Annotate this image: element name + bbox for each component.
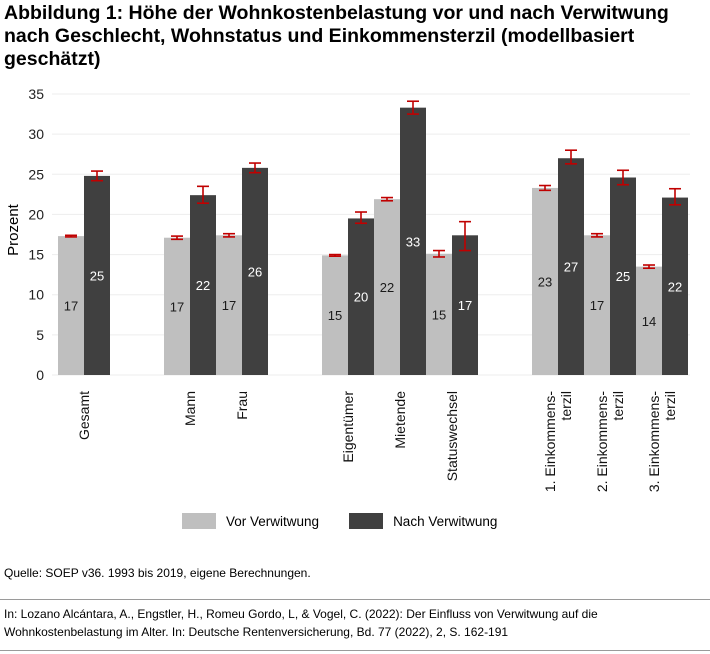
bar	[610, 177, 636, 375]
y-tick-label: 5	[36, 327, 44, 343]
y-tick-label: 35	[28, 86, 44, 102]
legend-swatch-vor	[182, 513, 216, 529]
legend-label-nach: Nach Verwitwung	[393, 513, 498, 529]
source-note: Quelle: SOEP v36. 1993 bis 2019, eigene …	[4, 566, 311, 580]
bar	[374, 199, 400, 375]
bar	[400, 107, 426, 376]
x-tick-label: terzil	[662, 391, 678, 421]
bar	[584, 235, 610, 375]
value-label: 25	[90, 268, 104, 283]
legend-item-nach: Nach Verwitwung	[349, 513, 497, 529]
y-tick-label: 25	[28, 166, 44, 182]
x-tick-label: Statuswechsel	[444, 391, 460, 481]
y-tick-label: 30	[28, 126, 44, 142]
divider	[0, 599, 710, 600]
bar	[58, 236, 84, 375]
x-tick-label: Frau	[234, 391, 250, 420]
value-label: 15	[432, 307, 446, 322]
value-label: 23	[538, 274, 552, 289]
y-axis-label: Prozent	[5, 203, 22, 256]
value-labels: 17 17 17 15 22 15 23 17 14 25 22 26 20 33 17 27 25 22	[64, 234, 682, 328]
x-tick-label: terzil	[610, 391, 626, 421]
x-tick-label: terzil	[558, 391, 574, 421]
bar	[348, 218, 374, 375]
x-tick-label: Eigentümer	[340, 391, 356, 463]
legend: Vor Verwitwung Nach Verwitwung	[182, 513, 527, 529]
y-axis: 0 5 10 15 20 25 30 35	[28, 86, 44, 383]
bar	[164, 237, 190, 375]
legend-item-vor: Vor Verwitwung	[182, 513, 319, 529]
figure-title: Abbildung 1: Höhe der Wohnkostenbelastun…	[4, 2, 669, 70]
value-label: 14	[642, 314, 656, 329]
bar	[532, 187, 558, 375]
value-label: 17	[590, 298, 604, 313]
bar	[452, 235, 478, 375]
y-tick-label: 0	[36, 367, 44, 383]
bar	[242, 167, 268, 375]
divider	[0, 650, 710, 651]
value-label: 22	[380, 280, 394, 295]
x-axis: Gesamt Mann Frau Eigentümer Mietende Statuswe…	[76, 391, 678, 492]
x-tick-label: 3. Einkommens-	[646, 391, 662, 492]
bar	[84, 175, 110, 375]
value-label: 22	[668, 279, 682, 294]
value-label: 17	[222, 298, 236, 313]
error-bars	[65, 100, 681, 270]
value-label: 17	[170, 299, 184, 314]
bar	[662, 197, 688, 375]
value-label: 15	[328, 308, 342, 323]
bar	[216, 235, 242, 375]
bar	[558, 158, 584, 375]
y-tick-label: 15	[28, 247, 44, 263]
x-tick-label: 2. Einkommens-	[594, 391, 610, 492]
x-tick-label: Mietende	[392, 391, 408, 449]
x-tick-label: Mann	[182, 391, 198, 426]
value-label: 22	[196, 278, 210, 293]
value-label: 26	[248, 264, 262, 279]
value-label: 20	[354, 290, 368, 305]
y-tick-label: 20	[28, 206, 44, 222]
x-tick-label: Gesamt	[76, 391, 92, 440]
bars	[58, 107, 688, 376]
bar	[190, 195, 216, 375]
legend-swatch-nach	[349, 513, 384, 529]
value-label: 33	[406, 234, 420, 249]
citation: In: Lozano Alcántara, A., Engstler, H., …	[4, 607, 598, 639]
value-label: 17	[458, 298, 472, 313]
value-label: 27	[564, 260, 578, 275]
value-label: 25	[616, 269, 630, 284]
bar	[322, 255, 348, 375]
value-label: 17	[64, 299, 78, 314]
x-tick-label: 1. Einkommens-	[542, 391, 558, 492]
bar	[426, 253, 452, 375]
legend-label-vor: Vor Verwitwung	[226, 513, 320, 529]
bar	[636, 266, 662, 375]
y-tick-label: 10	[28, 287, 44, 303]
